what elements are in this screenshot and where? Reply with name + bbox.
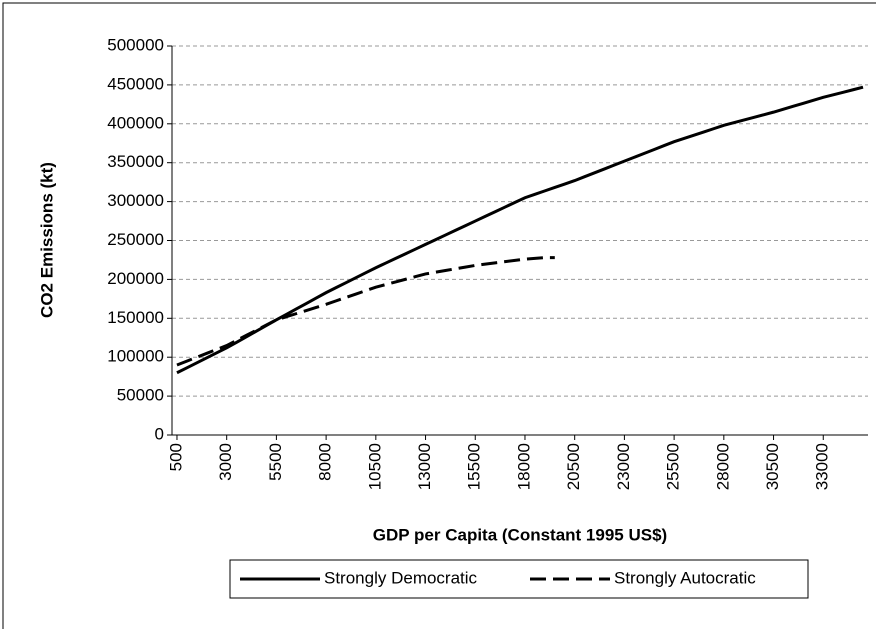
- y-tick-label: 500000: [107, 35, 164, 54]
- y-tick-label: 0: [155, 424, 164, 443]
- y-tick-label: 100000: [107, 347, 164, 366]
- x-tick-label: 28000: [713, 443, 732, 490]
- y-axis-title: CO2 Emissions (kt): [37, 162, 56, 318]
- y-tick-label: 150000: [107, 308, 164, 327]
- x-tick-label: 25500: [664, 443, 683, 490]
- x-tick-label: 30500: [763, 443, 782, 490]
- x-tick-label: 23000: [614, 443, 633, 490]
- x-axis-title: GDP per Capita (Constant 1995 US$): [373, 525, 667, 544]
- y-tick-label: 250000: [107, 230, 164, 249]
- y-tick-label: 400000: [107, 113, 164, 132]
- legend-label: Strongly Autocratic: [614, 568, 756, 587]
- x-tick-label: 500: [166, 443, 185, 471]
- y-tick-label: 300000: [107, 191, 164, 210]
- x-tick-label: 33000: [813, 443, 832, 490]
- y-tick-label: 200000: [107, 269, 164, 288]
- x-tick-label: 18000: [514, 443, 533, 490]
- y-tick-label: 450000: [107, 74, 164, 93]
- x-tick-label: 13000: [415, 443, 434, 490]
- x-tick-label: 20500: [564, 443, 583, 490]
- x-tick-label: 3000: [216, 443, 235, 481]
- x-tick-label: 15500: [465, 443, 484, 490]
- y-tick-label: 50000: [117, 386, 164, 405]
- y-tick-label: 350000: [107, 152, 164, 171]
- x-tick-label: 10500: [365, 443, 384, 490]
- x-tick-label: 5500: [266, 443, 285, 481]
- series-line: [176, 85, 864, 375]
- series-line: [176, 256, 555, 367]
- x-tick-label: 8000: [316, 443, 335, 481]
- legend: [229, 559, 809, 599]
- legend-label: Strongly Democratic: [324, 568, 478, 587]
